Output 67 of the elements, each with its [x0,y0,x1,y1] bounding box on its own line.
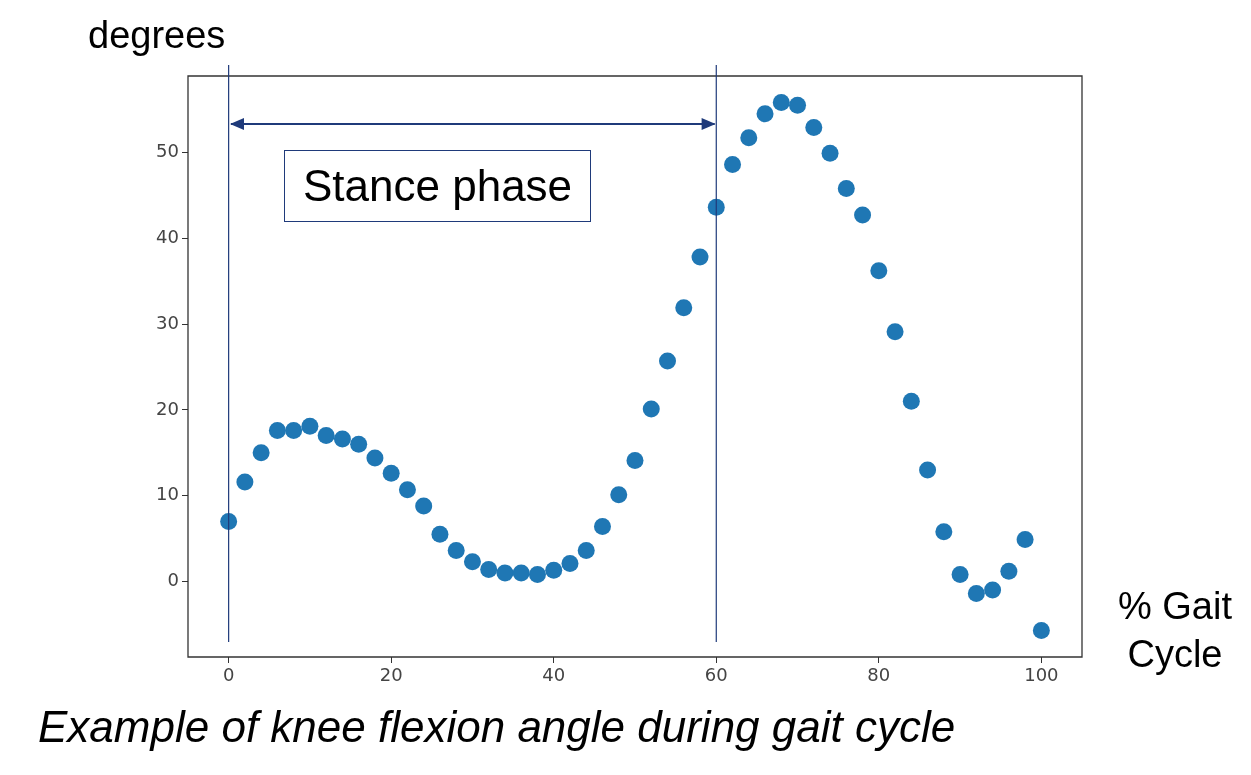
point [724,155,742,173]
point [577,542,595,560]
point [756,105,774,123]
point [659,352,677,370]
point [463,553,481,571]
point [285,421,303,439]
point [545,561,563,579]
point [870,262,888,280]
x-tick-label: 80 [867,664,891,686]
point [252,444,270,462]
point [837,179,855,197]
point [821,144,839,162]
point [398,481,416,499]
point [496,564,514,582]
point [236,473,254,491]
point [350,435,368,453]
point [512,564,530,582]
point [675,299,693,317]
point [528,566,546,584]
y-axis-title: degrees [88,14,226,57]
point [984,581,1002,599]
point [593,518,611,536]
point [220,512,238,530]
annotation: Stance phase [284,150,592,222]
x-tick-label: 20 [379,664,403,686]
y-tick-label: 0 [167,569,179,591]
point [301,417,319,435]
text: Example of knee flexion angle during gait cycle [38,702,956,752]
point [707,198,725,216]
point [626,451,644,469]
x-tick-label: 100 [1024,664,1059,686]
point [1016,530,1034,548]
point [415,497,433,515]
x-axis-title: % Gait Cycle [1116,584,1233,677]
point [805,118,823,136]
point [431,525,449,543]
point [740,129,758,147]
x-tick-label: 40 [542,664,566,686]
point [691,248,709,266]
point [333,430,351,448]
point [902,392,920,410]
point [561,554,579,572]
point [366,449,384,467]
x-tick-label: 0 [222,664,235,686]
y-tick-label: 40 [156,225,179,247]
point [919,461,937,479]
y-tick-label: 50 [156,140,179,162]
point [772,94,790,112]
point [967,584,985,602]
point [317,427,335,445]
point [382,464,400,482]
y-tick-label: 30 [156,311,179,333]
y-tick-label: 10 [156,483,179,505]
y-tick-label: 20 [156,397,179,419]
point [480,560,498,578]
point [610,486,628,504]
point [951,566,969,584]
point [447,542,465,560]
point [854,206,872,224]
point [935,523,953,541]
point [789,96,807,114]
point [1032,621,1050,639]
point [886,323,904,341]
point [642,400,660,418]
x-tick-label: 60 [704,664,728,686]
point [268,421,286,439]
point [1000,562,1018,580]
